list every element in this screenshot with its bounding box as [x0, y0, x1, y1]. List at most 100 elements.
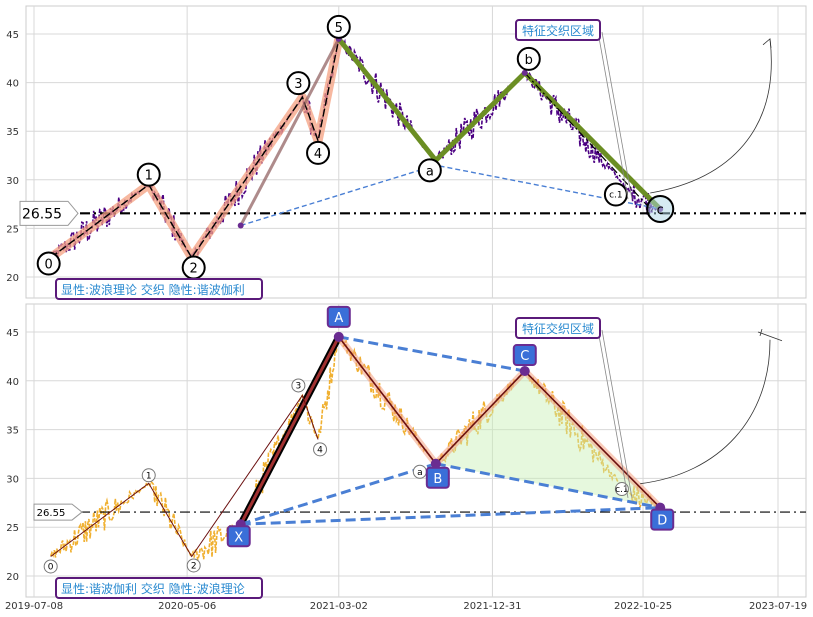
wave-label: 2 [190, 262, 198, 277]
wave-label: 4 [314, 147, 322, 162]
hidden-wave-label: 0 [48, 562, 54, 572]
harmonic-point [333, 331, 344, 342]
harmonic-label-box [512, 344, 537, 367]
harmonic-label: A [334, 311, 343, 326]
panel-annotation-box [55, 278, 263, 300]
wave-label-circle [306, 140, 331, 165]
hidden-wave-label: 2 [191, 561, 197, 571]
y-tick-label: 25 [6, 523, 19, 534]
wave-label-circle [417, 158, 442, 183]
harmonic-label: D [657, 514, 667, 529]
harmonic-abcd-line [338, 336, 661, 509]
hidden-wave-label: 1 [146, 471, 152, 481]
x-tick-label: 2022-10-25 [614, 601, 672, 612]
impulse-wave-line [50, 38, 340, 259]
wave-label-circle [326, 14, 351, 39]
price-marker-label: 26.55 [22, 206, 62, 222]
hidden-wave-label: 3 [296, 381, 302, 391]
projection-curve [640, 339, 771, 485]
harmonic-label-box [326, 305, 351, 328]
harmonic-label-box [425, 466, 450, 489]
harmonic-label-box [226, 525, 251, 548]
zone-label: 特征交织区域 [522, 321, 594, 336]
harmonic-dashed-line [240, 506, 661, 526]
harmonic-label: B [433, 472, 442, 487]
zone-label-box [515, 19, 601, 41]
wave-label: 3 [294, 77, 302, 92]
y-tick-label: 30 [6, 176, 19, 187]
y-tick-label: 35 [6, 426, 19, 437]
harmonic-dashed-line [338, 335, 526, 373]
price-marker-box [33, 503, 83, 521]
hidden-wave-label-circle [186, 558, 201, 573]
zone-pointer-line [597, 31, 629, 200]
hidden-wave-label: c.1 [615, 485, 629, 495]
y-tick-label: 20 [6, 273, 19, 284]
wave-label: c.1 [609, 191, 623, 201]
wave-label: a [426, 164, 434, 179]
price-marker-label: 26.55 [37, 508, 66, 519]
y-tick-label: 45 [6, 328, 19, 339]
zone-pointer-line [601, 31, 633, 200]
wave-label-circle [516, 46, 541, 71]
wave-label: c [657, 203, 664, 218]
wave-label: b [525, 53, 533, 68]
hidden-wave-label: 4 [317, 445, 323, 455]
projection-curve [650, 38, 772, 194]
wave-label: 1 [145, 169, 153, 184]
hidden-wave-label-circle [614, 482, 629, 497]
harmonic-label-box [650, 508, 675, 531]
hidden-wave-label: a [417, 468, 423, 478]
hidden-wave-label-circle [43, 559, 58, 574]
hidden-wave-label-circle [291, 378, 306, 393]
harmonic-point [519, 366, 530, 377]
y-tick-label: 40 [6, 377, 19, 388]
top-panel: 20253035404526.55012345abc.1c特征交织区域显性:波浪… [6, 5, 807, 300]
panel-annotation-box [55, 577, 263, 599]
panel-annotation-label: 显性:波浪理论 交织 隐性:谐波伽利 [61, 282, 245, 297]
hidden-wave-label-circle [141, 468, 156, 483]
harmonic-xa-line [239, 336, 341, 525]
hidden-harmonic-point [521, 69, 528, 76]
harmonic-label: C [520, 349, 529, 364]
wave-label-circle [36, 251, 61, 276]
hidden-wave-label-circle [313, 442, 328, 457]
projection-arrowhead [762, 38, 772, 48]
wave-label: 0 [45, 258, 53, 273]
corrective-dash-line [524, 72, 653, 212]
plot-frame [25, 5, 807, 299]
harmonic-point [430, 458, 441, 469]
harmonic-label: X [234, 530, 243, 545]
x-tick-label: 2020-05-06 [158, 601, 216, 612]
wave-label: 5 [335, 21, 343, 36]
y-tick-label: 35 [6, 127, 19, 138]
zone-label: 特征交织区域 [522, 23, 594, 38]
projection-arrowhead [757, 328, 783, 342]
zone-pointer-line [597, 329, 629, 498]
x-tick-label: 2023-07-19 [749, 601, 807, 612]
zone-pointer-line [601, 329, 633, 498]
harmonic-dashed-line [240, 462, 437, 526]
x-tick-label: 2019-07-08 [5, 601, 63, 612]
price-marker-box [19, 200, 79, 226]
zone-label-box [515, 317, 601, 339]
y-tick-label: 45 [6, 30, 19, 41]
x-tick-label: 2021-12-31 [463, 601, 521, 612]
hidden-wave-line [50, 394, 319, 558]
harmonic-bcd-fill [435, 371, 661, 508]
plot-frame [25, 303, 807, 598]
hidden-harmonic-xa [239, 38, 341, 227]
wave-label-circle [646, 194, 675, 223]
panel-annotation-label: 显性:谐波伽利 交织 隐性:波浪理论 [61, 581, 245, 596]
x-tick-label: 2021-03-02 [310, 601, 368, 612]
wave-label-circle [286, 71, 311, 96]
y-tick-label: 25 [6, 224, 19, 235]
y-tick-label: 30 [6, 474, 19, 485]
y-tick-label: 20 [6, 572, 19, 583]
corrective-wave-line [336, 37, 662, 211]
y-tick-label: 40 [6, 79, 19, 90]
wave-label-circle [136, 162, 161, 187]
hidden-harmonic-point [237, 222, 244, 229]
